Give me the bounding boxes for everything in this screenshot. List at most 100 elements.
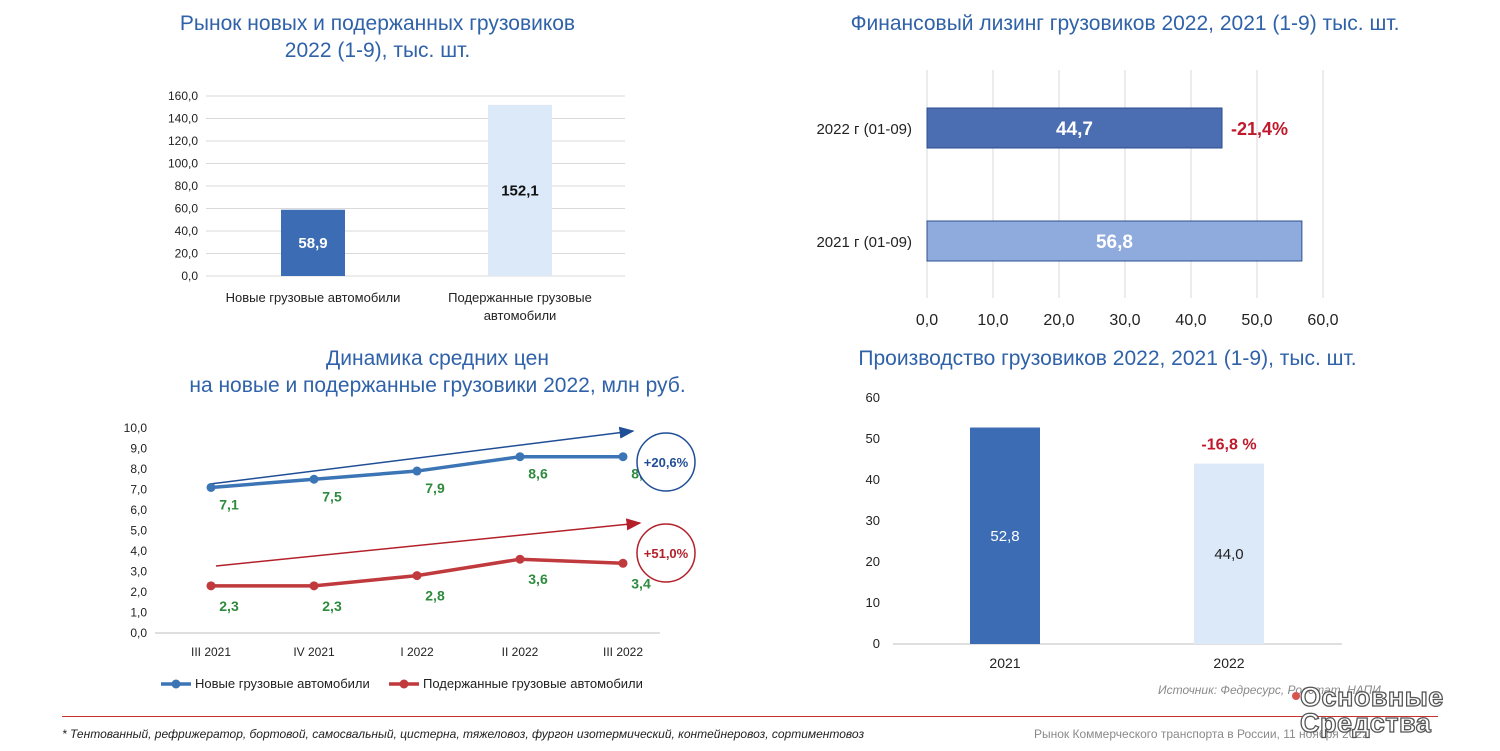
market-y-tick-label: 80,0 (175, 179, 199, 193)
prices-data-label: 8,6 (528, 466, 548, 482)
leasing-y-tick-label: 2021 г (01-09) (816, 234, 912, 251)
prices-y-tick-label: 10,0 (124, 421, 148, 435)
production-bar (1194, 463, 1264, 644)
prices-new-trend-arrow (209, 426, 635, 485)
presentation-caption: Рынок Коммерческого транспорта в России,… (1034, 727, 1369, 741)
prices-trend-badge (636, 523, 696, 583)
prices-data-point (618, 452, 628, 462)
prices-y-tick-label: 2,0 (130, 585, 147, 599)
production-y-tick-label: 60 (866, 390, 880, 405)
market-chart-title: Рынок новых и подержанных грузовиков 202… (120, 10, 635, 64)
prices-data-point (309, 474, 319, 484)
prices-data-label: 2,8 (425, 588, 445, 604)
leasing-bar (926, 220, 1303, 262)
prices-legend-label: Подержанные грузовые автомобили (423, 676, 643, 691)
leasing-bar (926, 107, 1223, 149)
market-bar (281, 209, 345, 276)
production-y-tick-label: 0 (873, 636, 880, 651)
prices-data-label: 3,4 (631, 575, 651, 591)
prices-trend-badge (636, 432, 696, 492)
market-y-tick-label: 20,0 (175, 247, 199, 261)
footer-divider (62, 716, 1438, 717)
leasing-change-annotation: -21,4% (1231, 119, 1288, 139)
prices-legend-label: Новые грузовые автомобили (195, 676, 370, 691)
prices-data-label: 2,3 (322, 598, 342, 614)
prices-y-tick-label: 7,0 (130, 483, 147, 497)
prices-x-tick-label: IV 2021 (293, 645, 335, 659)
prices-legend-marker (399, 679, 409, 689)
prices-y-tick-label: 4,0 (130, 544, 147, 558)
prices-x-tick-label: III 2022 (603, 645, 643, 659)
brand-logo: Основные Средства (1292, 682, 1495, 742)
prices-trend-annotation: +20,6% (644, 455, 689, 470)
prices-data-label: 7,9 (425, 480, 445, 496)
market-y-tick-label: 0,0 (181, 269, 198, 283)
production-chart-title: Производство грузовиков 2022, 2021 (1-9)… (780, 345, 1435, 372)
leasing-x-tick-label: 60,0 (1307, 312, 1338, 329)
market-y-tick-label: 160,0 (168, 89, 198, 103)
footnote: * Тентованный, рефрижератор, бортовой, с… (62, 727, 865, 741)
production-bar (970, 427, 1040, 644)
prices-data-point (309, 581, 319, 591)
market-y-tick-label: 120,0 (168, 134, 198, 148)
leasing-data-label: 56,8 (1096, 232, 1133, 253)
prices-x-tick-label: II 2022 (502, 645, 539, 659)
prices-data-point (412, 466, 422, 476)
prices-y-tick-label: 1,0 (130, 606, 147, 620)
prices-data-point (206, 581, 216, 591)
prices-data-label: 7,5 (322, 488, 342, 504)
prices-x-tick-label: III 2021 (191, 645, 231, 659)
leasing-x-tick-label: 20,0 (1043, 312, 1074, 329)
logo-dot-icon (1292, 692, 1300, 700)
prices-data-label: 2,3 (219, 598, 239, 614)
market-y-tick-label: 60,0 (175, 202, 199, 216)
prices-y-tick-label: 8,0 (130, 462, 147, 476)
production-x-tick-label: 2021 (989, 655, 1020, 671)
leasing-title-line1: Финансовый лизинг грузовиков 2022, 2021 … (850, 12, 1400, 35)
market-title-line1: Рынок новых и подержанных грузовиков (179, 12, 576, 35)
market-y-tick-label: 40,0 (175, 224, 199, 238)
prices-y-tick-label: 0,0 (130, 626, 147, 640)
market-bar (488, 104, 552, 276)
prices-title-line1: Динамика средних цен (326, 347, 549, 370)
leasing-data-label: 44,7 (1056, 119, 1093, 140)
prices-y-tick-label: 3,0 (130, 565, 147, 579)
prices-data-point (412, 571, 422, 581)
production-x-tick-label: 2022 (1213, 655, 1244, 671)
production-title-line1: Производство грузовиков 2022, 2021 (1-9)… (858, 347, 1357, 370)
prices-data-label: 3,6 (528, 571, 548, 587)
market-data-label: 58,9 (298, 235, 327, 252)
prices-x-tick-label: I 2022 (400, 645, 434, 659)
leasing-chart-title: Финансовый лизинг грузовиков 2022, 2021 … (780, 10, 1470, 37)
production-y-tick-label: 20 (866, 554, 880, 569)
leasing-y-tick-label: 2022 г (01-09) (816, 121, 912, 138)
prices-trend-annotation: +51,0% (644, 546, 689, 561)
prices-y-tick-label: 5,0 (130, 524, 147, 538)
leasing-x-tick-label: 10,0 (977, 312, 1008, 329)
logo-line1: Основные (1299, 682, 1444, 712)
leasing-x-tick-label: 40,0 (1175, 312, 1206, 329)
prices-chart-title: Динамика средних цен на новые и подержан… (150, 345, 725, 399)
prices-legend-marker (171, 679, 181, 689)
production-y-tick-label: 40 (866, 472, 880, 487)
production-y-tick-label: 10 (866, 595, 880, 610)
leasing-x-tick-label: 0,0 (916, 312, 938, 329)
market-x-tick-label: Новые грузовые автомобили (226, 290, 401, 305)
leasing-x-tick-label: 50,0 (1241, 312, 1272, 329)
prices-data-point (206, 482, 216, 492)
prices-data-label: 7,1 (219, 496, 239, 512)
prices-data-point (618, 558, 628, 568)
market-y-tick-label: 140,0 (168, 112, 198, 126)
production-y-tick-label: 50 (866, 431, 880, 446)
market-x-tick-label: Подержанные грузовые (448, 290, 592, 305)
prices-y-tick-label: 9,0 (130, 442, 147, 456)
production-data-label: 52,8 (990, 528, 1019, 545)
market-data-label: 152,1 (501, 182, 539, 199)
source-note: Источник: Федресурс, Росстат, НАПИ (1158, 683, 1381, 697)
market-title-line2: 2022 (1-9), тыс. шт. (284, 39, 471, 62)
production-change-annotation: -16,8 % (1201, 437, 1256, 454)
market-y-tick-label: 100,0 (168, 157, 198, 171)
prices-data-point (515, 452, 525, 462)
prices-used-trend-arrow (215, 518, 642, 567)
